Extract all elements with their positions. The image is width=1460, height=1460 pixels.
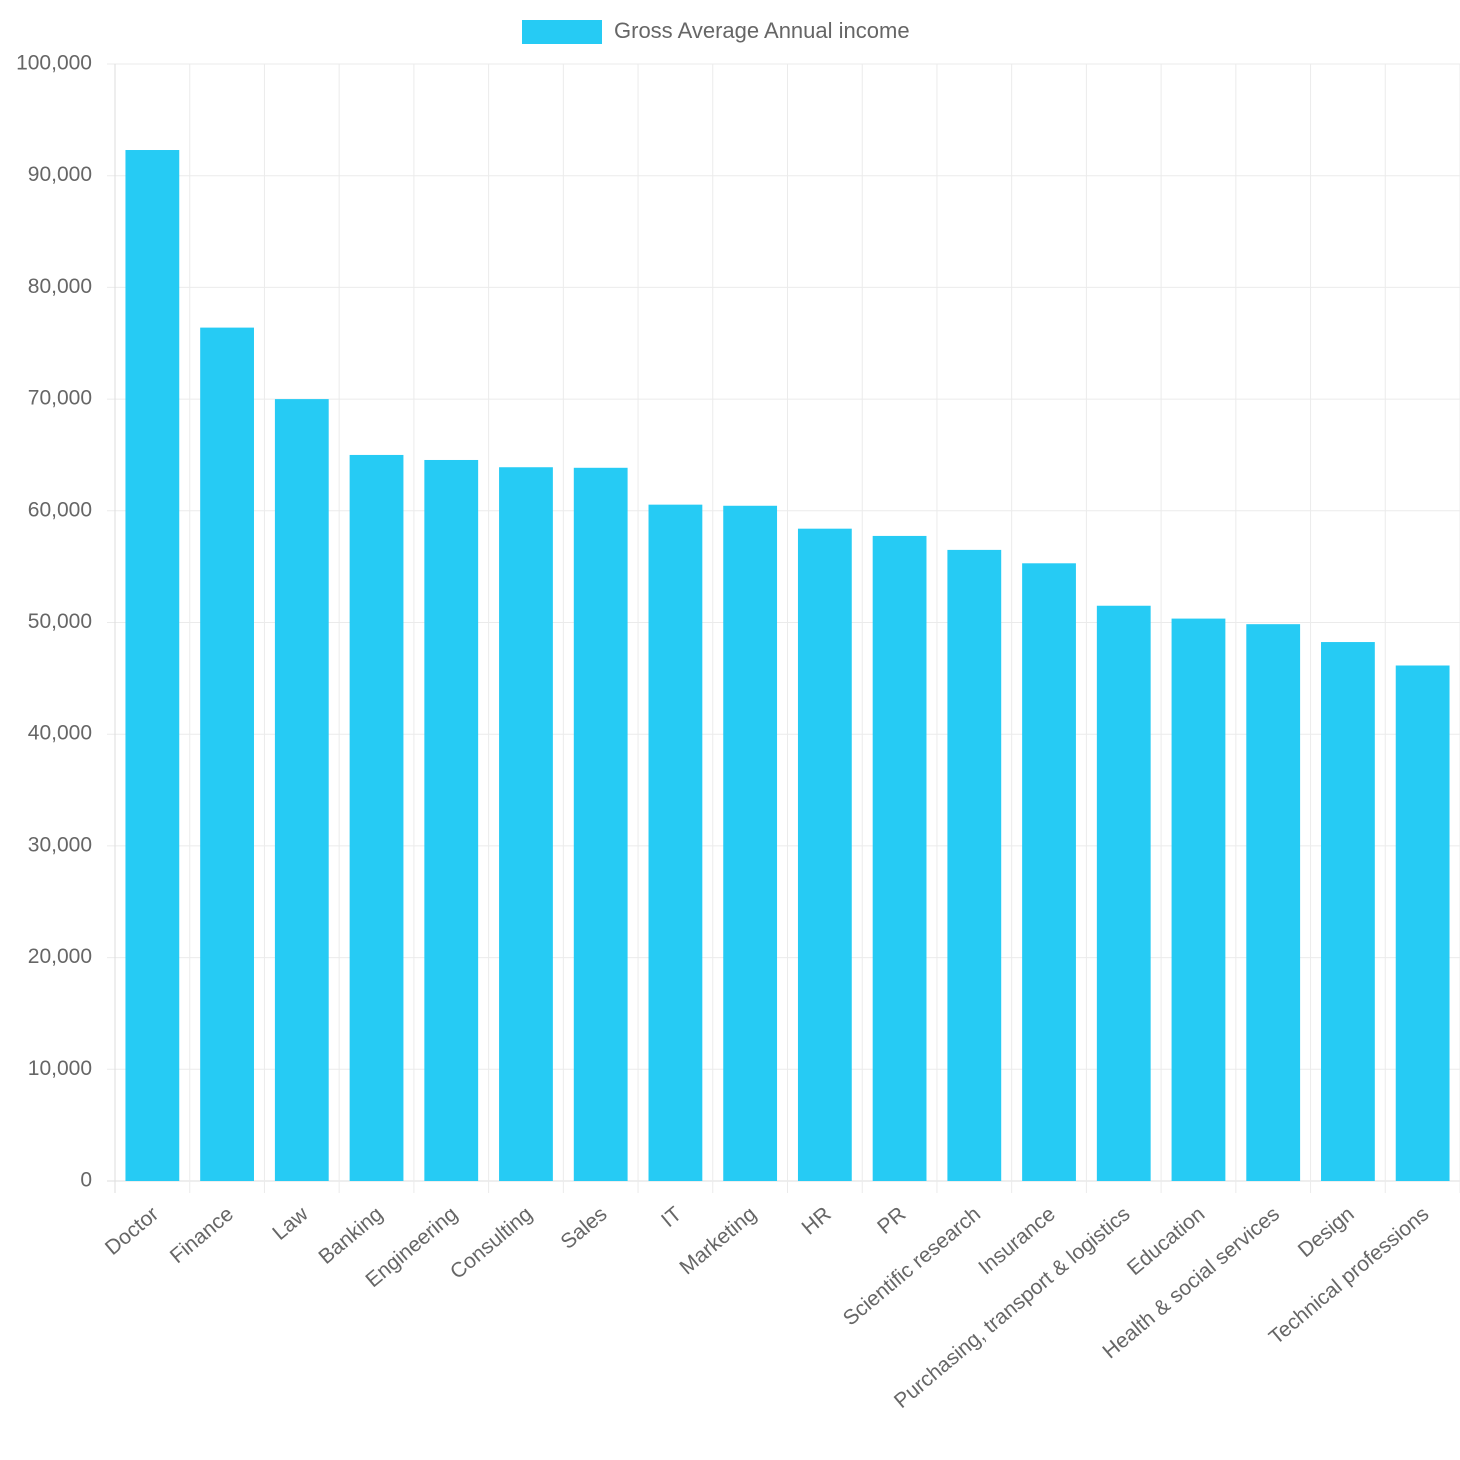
bar-purchasing-transport-logistics[interactable] — [1096, 605, 1151, 1181]
y-axis: 0 10,000 20,000 30,000 40,000 50,000 60,000 70,… — [16, 52, 92, 1192]
bar-health-social-services[interactable] — [1246, 624, 1301, 1181]
legend[interactable]: Gross Average Annual income — [522, 18, 910, 44]
x-tick-label: Doctor — [101, 1202, 163, 1259]
bar-doctor[interactable] — [125, 150, 180, 1181]
grid — [107, 63, 1460, 1193]
y-tick-label: 0 — [80, 1169, 92, 1192]
y-tick-label: 40,000 — [28, 722, 92, 745]
y-tick-label: 60,000 — [28, 498, 92, 521]
x-tick-label: Consulting — [446, 1202, 537, 1283]
bars — [125, 150, 1450, 1182]
bar-hr[interactable] — [797, 528, 852, 1181]
x-tick-label: Law — [268, 1202, 313, 1245]
x-tick-label: Marketing — [676, 1202, 761, 1279]
x-tick-label: Finance — [166, 1202, 238, 1268]
y-tick-label: 10,000 — [28, 1057, 92, 1080]
bar-law[interactable] — [274, 399, 329, 1182]
y-tick-label: 90,000 — [28, 163, 92, 186]
bar-banking[interactable] — [349, 454, 404, 1181]
bar-education[interactable] — [1171, 618, 1226, 1181]
bar-pr[interactable] — [872, 535, 927, 1181]
bar-scientific-research[interactable] — [947, 549, 1002, 1181]
y-tick-label: 70,000 — [28, 387, 92, 410]
x-tick-label: Sales — [556, 1202, 611, 1253]
bar-marketing[interactable] — [723, 505, 778, 1181]
bar-sales[interactable] — [573, 467, 628, 1181]
bar-engineering[interactable] — [424, 459, 479, 1181]
legend-label: Gross Average Annual income — [614, 18, 910, 43]
bar-insurance[interactable] — [1022, 563, 1076, 1181]
y-tick-label: 30,000 — [28, 833, 92, 856]
legend-swatch — [522, 20, 602, 44]
x-tick-label: Design — [1294, 1202, 1359, 1262]
y-tick-label: 100,000 — [16, 52, 92, 75]
bar-finance[interactable] — [200, 327, 254, 1181]
y-tick-label: 20,000 — [28, 945, 92, 968]
bar-it[interactable] — [648, 504, 703, 1181]
x-tick-label: Banking — [314, 1202, 387, 1268]
bar-technical-professions[interactable] — [1395, 665, 1450, 1181]
y-tick-label: 80,000 — [28, 275, 92, 298]
x-tick-label: HR — [798, 1202, 836, 1239]
x-tick-label: Scientific research — [839, 1202, 985, 1330]
bar-consulting[interactable] — [499, 467, 553, 1181]
x-tick-label: PR — [873, 1202, 910, 1238]
bar-design[interactable] — [1321, 642, 1375, 1181]
x-tick-label: IT — [657, 1202, 686, 1232]
x-axis: Doctor Finance Law BankingEngineeringConsul… — [101, 1202, 1433, 1413]
y-tick-label: 50,000 — [28, 610, 92, 633]
